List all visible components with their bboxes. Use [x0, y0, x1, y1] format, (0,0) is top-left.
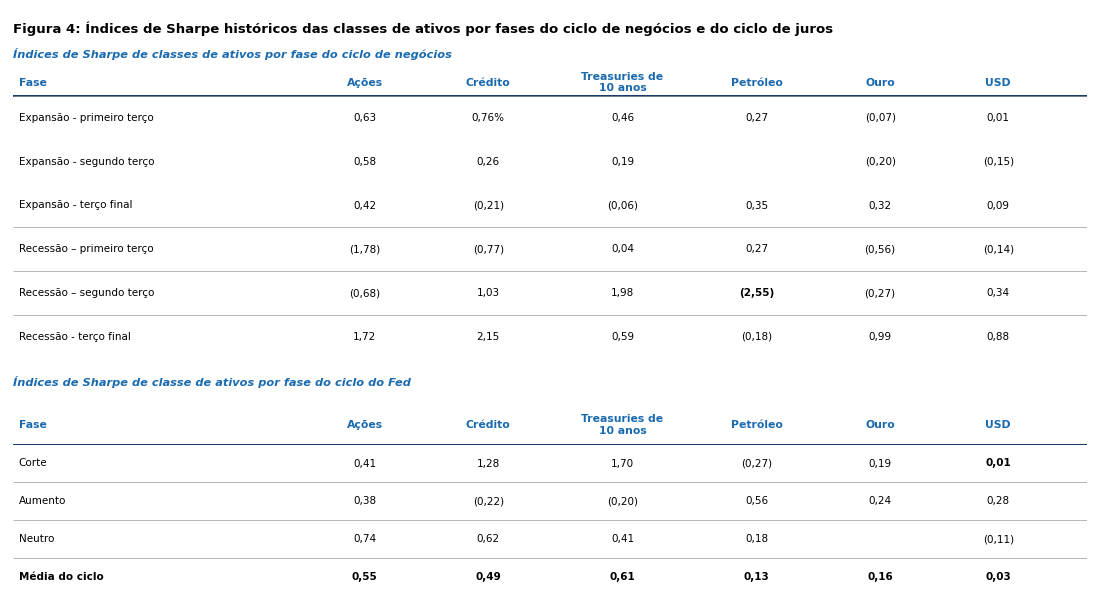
Text: Treasuries de
10 anos: Treasuries de 10 anos [582, 415, 663, 436]
Text: 0,59: 0,59 [610, 332, 634, 342]
Text: (0,77): (0,77) [473, 244, 504, 254]
Text: Petróleo: Petróleo [730, 77, 782, 88]
Text: Média do ciclo: Média do ciclo [19, 572, 103, 582]
Text: (0,68): (0,68) [349, 288, 381, 298]
Text: Índices de Sharpe de classe de ativos por fase do ciclo do Fed: Índices de Sharpe de classe de ativos po… [13, 376, 411, 388]
Text: Treasuries de
10 anos: Treasuries de 10 anos [582, 72, 663, 93]
Text: 0,56: 0,56 [745, 496, 768, 506]
Text: (0,20): (0,20) [865, 157, 895, 167]
Text: 0,19: 0,19 [869, 458, 892, 469]
Text: 0,28: 0,28 [987, 496, 1010, 506]
Text: Fase: Fase [19, 420, 46, 430]
Text: 0,27: 0,27 [745, 244, 768, 254]
Text: 0,34: 0,34 [987, 288, 1010, 298]
Text: 0,55: 0,55 [352, 572, 377, 582]
Text: Ações: Ações [346, 77, 383, 88]
Text: Expansão - primeiro terço: Expansão - primeiro terço [19, 113, 153, 123]
Text: 0,35: 0,35 [745, 200, 768, 211]
Text: Ações: Ações [346, 420, 383, 430]
Text: 0,99: 0,99 [869, 332, 892, 342]
Text: (0,06): (0,06) [607, 200, 638, 211]
Text: Expansão - segundo terço: Expansão - segundo terço [19, 157, 154, 167]
Text: 0,16: 0,16 [867, 572, 893, 582]
Text: (0,20): (0,20) [607, 496, 638, 506]
Text: 0,32: 0,32 [869, 200, 892, 211]
Text: 0,88: 0,88 [987, 332, 1010, 342]
Text: 0,24: 0,24 [869, 496, 892, 506]
Text: (0,11): (0,11) [982, 534, 1014, 544]
Text: USD: USD [986, 77, 1011, 88]
Text: Fase: Fase [19, 77, 46, 88]
Text: Expansão - terço final: Expansão - terço final [19, 200, 132, 211]
Text: (0,27): (0,27) [865, 288, 895, 298]
Text: 0,03: 0,03 [986, 572, 1011, 582]
Text: 0,01: 0,01 [987, 113, 1010, 123]
Text: 0,49: 0,49 [475, 572, 502, 582]
Text: (0,07): (0,07) [865, 113, 895, 123]
Text: Neutro: Neutro [19, 534, 54, 544]
Text: 0,01: 0,01 [986, 458, 1011, 469]
Text: (0,21): (0,21) [473, 200, 504, 211]
Text: Crédito: Crédito [466, 420, 510, 430]
Text: 0,04: 0,04 [867, 534, 893, 544]
Text: 0,62: 0,62 [476, 534, 499, 544]
Text: (1,78): (1,78) [349, 244, 381, 254]
Text: (0,18): (0,18) [741, 332, 772, 342]
Text: (0,14): (0,14) [982, 244, 1014, 254]
Text: 0,13: 0,13 [744, 572, 770, 582]
Text: 2,15: 2,15 [476, 332, 499, 342]
Text: 1,98: 1,98 [610, 288, 634, 298]
Text: Aumento: Aumento [19, 496, 66, 506]
Text: 1,03: 1,03 [476, 288, 499, 298]
Text: 0,26: 0,26 [476, 157, 499, 167]
Text: Ouro: Ouro [866, 77, 895, 88]
Text: 0,18: 0,18 [745, 534, 768, 544]
Text: 1,72: 1,72 [353, 332, 376, 342]
Text: Ouro: Ouro [866, 420, 895, 430]
Text: 0,27: 0,27 [745, 113, 768, 123]
Text: (0,27): (0,27) [741, 458, 772, 469]
Text: Recessão – segundo terço: Recessão – segundo terço [19, 288, 154, 298]
Text: 0,42: 0,42 [353, 200, 376, 211]
Text: (0,22): (0,22) [473, 496, 504, 506]
Text: (2,55): (2,55) [739, 288, 774, 298]
Text: 0,04: 0,04 [610, 244, 634, 254]
Text: 0,41: 0,41 [610, 534, 634, 544]
Text: (0,15): (0,15) [982, 157, 1014, 167]
Text: 0,63: 0,63 [353, 113, 376, 123]
Text: 0,46: 0,46 [610, 113, 634, 123]
Text: Figura 4: Índices de Sharpe históricos das classes de ativos por fases do ciclo : Figura 4: Índices de Sharpe históricos d… [13, 21, 834, 35]
Text: Crédito: Crédito [466, 77, 510, 88]
Text: Corte: Corte [19, 458, 47, 469]
Text: 0,58: 0,58 [353, 157, 376, 167]
Text: Petróleo: Petróleo [730, 420, 782, 430]
Text: 1,70: 1,70 [610, 458, 634, 469]
Text: 0,38: 0,38 [353, 496, 376, 506]
Text: 0,41: 0,41 [353, 458, 376, 469]
Text: (0,56): (0,56) [865, 244, 895, 254]
Text: Índices de Sharpe de classes de ativos por fase do ciclo de negócios: Índices de Sharpe de classes de ativos p… [13, 48, 452, 60]
Text: Recessão – primeiro terço: Recessão – primeiro terço [19, 244, 153, 254]
Text: (0,01): (0,01) [739, 157, 774, 167]
Text: 0,76%: 0,76% [472, 113, 505, 123]
Text: USD: USD [986, 420, 1011, 430]
Text: 0,09: 0,09 [987, 200, 1010, 211]
Text: 0,61: 0,61 [609, 572, 636, 582]
Text: 1,28: 1,28 [476, 458, 499, 469]
Text: 0,74: 0,74 [353, 534, 376, 544]
Text: 0,19: 0,19 [610, 157, 634, 167]
Text: Recessão - terço final: Recessão - terço final [19, 332, 131, 342]
